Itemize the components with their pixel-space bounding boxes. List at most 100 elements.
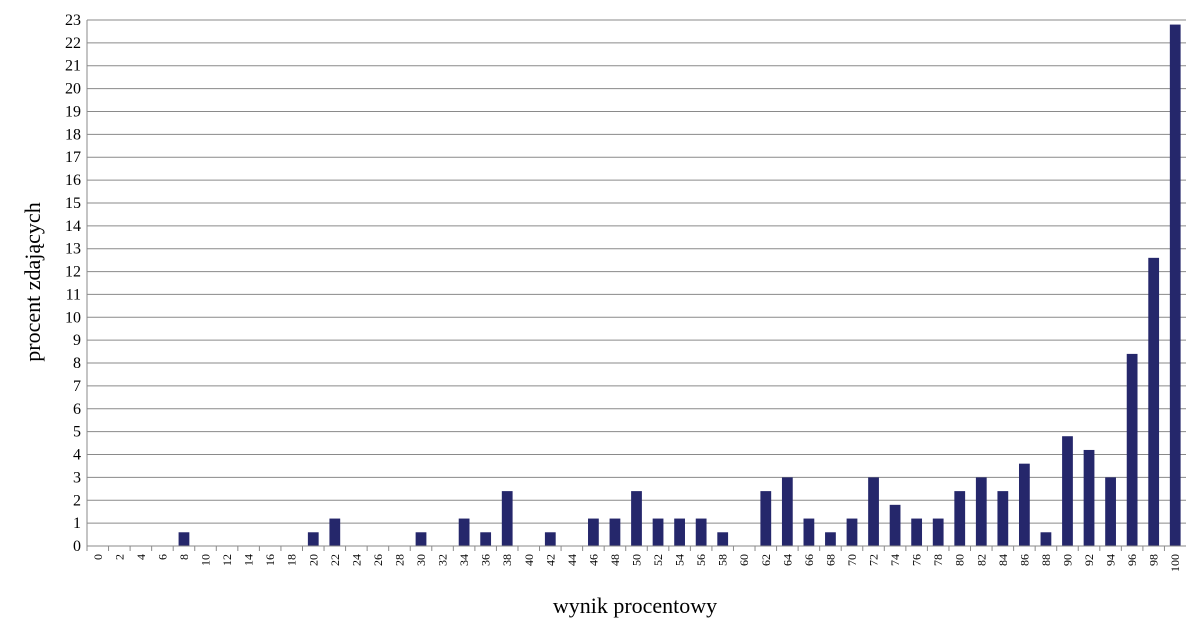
x-tick-label: 72: [867, 554, 881, 566]
x-tick-label: 80: [953, 554, 967, 566]
y-tick-label: 22: [65, 35, 81, 52]
x-tick-label: 76: [910, 554, 924, 566]
x-tick-label: 52: [651, 554, 665, 566]
bar-68: [825, 532, 836, 546]
y-tick-label: 17: [65, 149, 81, 166]
y-tick-label: 4: [73, 447, 81, 464]
x-tick-label: 50: [630, 554, 644, 566]
x-tick-label: 92: [1082, 554, 1096, 566]
bar-74: [889, 504, 901, 546]
y-tick-label: 3: [73, 469, 81, 486]
x-tick-label: 86: [1017, 554, 1031, 566]
bar-30: [415, 532, 427, 546]
y-tick-label: 20: [65, 81, 81, 98]
x-tick-label: 54: [673, 554, 687, 566]
x-tick-label: 2: [112, 554, 126, 560]
bar-48: [609, 518, 621, 546]
y-tick-label: 1: [73, 515, 81, 532]
x-tick-label: 62: [759, 554, 773, 566]
x-tick-label: 66: [802, 554, 816, 566]
gridlines: [87, 19, 1186, 524]
x-tick-label: 90: [1060, 554, 1074, 566]
bar-8: [178, 532, 190, 546]
x-tick-label: 28: [392, 554, 406, 566]
x-tick-label: 36: [479, 554, 493, 566]
y-tick-label: 19: [65, 103, 81, 120]
y-tick-label: 8: [73, 355, 81, 372]
bar-92: [1083, 449, 1095, 546]
x-tick-label: 38: [500, 554, 514, 566]
bar-70: [846, 518, 858, 546]
y-tick-label: 21: [65, 58, 81, 75]
x-tick-label: 32: [436, 554, 450, 566]
bar-98: [1148, 257, 1160, 546]
bars: [178, 24, 1181, 546]
y-tick-label: 11: [66, 286, 81, 303]
y-tick-label: 7: [73, 378, 81, 395]
y-tick-label: 9: [73, 332, 81, 349]
bar-52: [652, 518, 664, 546]
x-tick-labels: 0 2 4 6 8 10 12 14 16 18 20 22 24 26 28 30 32 34 36 38 40 42 4…: [91, 554, 1182, 572]
bar-78: [932, 518, 944, 546]
bar-56: [695, 518, 707, 546]
y-tick-label: 23: [65, 12, 81, 29]
bar-72: [868, 477, 879, 546]
x-tick-label: 12: [220, 554, 234, 566]
bar-100: [1169, 24, 1181, 546]
x-tick-label: 64: [780, 554, 794, 566]
bar-76: [911, 518, 923, 546]
bar-94: [1105, 477, 1116, 546]
x-tick-label: 20: [306, 554, 320, 566]
x-tick-label: 24: [349, 554, 363, 566]
bar-84: [997, 491, 1009, 546]
x-tick-label: 18: [285, 554, 299, 566]
bar-20: [307, 532, 319, 546]
x-tick-label: 74: [888, 554, 902, 566]
x-tick-label: 46: [586, 554, 600, 566]
x-tick-label: 100: [1168, 554, 1182, 572]
y-tick-label: 6: [73, 401, 81, 418]
x-tick-label: 60: [737, 554, 751, 566]
x-tick-label: 68: [823, 554, 837, 566]
x-tick-label: 4: [134, 554, 148, 560]
x-tick-label: 70: [845, 554, 859, 566]
x-tick-label: 26: [371, 554, 385, 566]
y-tick-label: 2: [73, 492, 81, 509]
x-tick-label: 0: [91, 554, 105, 560]
x-tick-label: 16: [263, 554, 277, 566]
axes: [86, 20, 1186, 551]
y-tick-label: 13: [65, 241, 81, 258]
x-tick-label: 44: [565, 554, 579, 566]
bar-34: [458, 518, 470, 546]
x-tick-label: 8: [177, 554, 191, 560]
x-tick-label: 40: [522, 554, 536, 566]
bar-58: [717, 532, 729, 546]
y-tick-label: 10: [65, 309, 81, 326]
x-axis-label: wynik procentowy: [553, 593, 717, 618]
x-tick-label: 6: [155, 554, 169, 560]
x-tick-label: 96: [1125, 554, 1139, 566]
x-tick-label: 22: [328, 554, 342, 566]
x-tick-label: 78: [931, 554, 945, 566]
x-tick-label: 94: [1104, 554, 1118, 566]
bar-90: [1062, 436, 1073, 546]
bar-86: [1018, 463, 1030, 546]
bar-80: [954, 491, 966, 546]
bar-66: [803, 518, 815, 546]
bar-64: [781, 477, 793, 546]
x-tick-label: 88: [1039, 554, 1053, 566]
x-tick-label: 58: [716, 554, 730, 566]
y-axis-label: procent zdających: [20, 202, 45, 361]
bar-96: [1126, 353, 1138, 546]
x-tick-label: 10: [199, 554, 213, 566]
bar-54: [674, 518, 685, 546]
x-tick-label: 14: [242, 554, 256, 566]
y-tick-label: 15: [65, 195, 81, 212]
x-tick-label: 56: [694, 554, 708, 566]
bar-38: [501, 491, 513, 546]
x-tick-label: 84: [996, 554, 1010, 566]
bar-82: [975, 477, 987, 546]
bar-42: [544, 532, 556, 546]
